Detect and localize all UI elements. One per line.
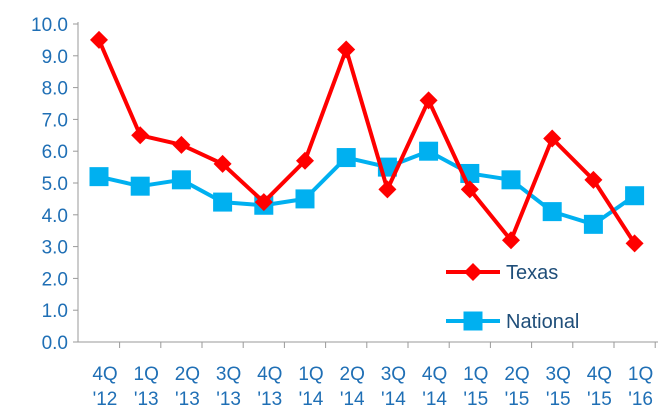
data-point-texas [254, 193, 273, 212]
y-axis-ticks: 0.0 1.0 2.0 3.0 4.0 5.0 6.0 7.0 8.0 9.0 10.0 [31, 15, 78, 354]
x-tick-quarter: 2Q [175, 364, 200, 385]
x-tick-year: '15 [463, 389, 488, 410]
data-point-texas [625, 234, 644, 253]
x-tick-quarter: 3Q [546, 364, 571, 385]
x-tick-quarter: 2Q [504, 364, 529, 385]
data-point-texas [90, 30, 108, 49]
y-tick-label: 8.0 [42, 79, 68, 100]
legend-item-texas: Texas [446, 262, 558, 284]
data-point-national [130, 176, 150, 196]
data-point-texas [460, 180, 479, 199]
data-point-texas [131, 126, 150, 145]
y-tick-label: 1.0 [42, 301, 68, 322]
x-tick-quarter: 2Q [340, 364, 365, 385]
x-tick-quarter: 1Q [298, 364, 323, 385]
legend-marker [463, 311, 483, 331]
y-tick-label: 5.0 [42, 174, 68, 195]
x-tick-year: '13 [134, 389, 159, 410]
x-tick-quarter: 4Q [92, 364, 117, 385]
x-tick-year: '16 [628, 389, 653, 410]
axes [77, 22, 658, 343]
x-tick-quarter: 1Q [134, 364, 159, 385]
x-tick-year: '15 [505, 389, 530, 410]
y-tick-label: 4.0 [42, 206, 68, 227]
x-tick-year: '14 [299, 389, 324, 410]
x-tick-quarter: 4Q [257, 364, 282, 385]
data-point-national [89, 167, 109, 187]
data-point-texas [172, 135, 191, 154]
data-point-texas [296, 151, 314, 170]
y-tick-label: 9.0 [42, 47, 68, 68]
x-tick-year: '13 [175, 389, 200, 410]
data-point-national [583, 214, 603, 234]
x-tick-year: '14 [381, 389, 406, 410]
x-axis-ticks: 4Q '12 1Q '13 2Q '13 3Q '13 4Q '13 1Q '14 2Q '14 3Q '14… [92, 342, 656, 410]
data-point-national [501, 170, 521, 190]
series-texas [90, 30, 644, 253]
x-tick-year: '14 [340, 389, 365, 410]
data-point-national [625, 186, 645, 206]
x-tick-year: '12 [93, 389, 118, 410]
data-point-texas [337, 40, 356, 59]
x-tick-quarter: 4Q [422, 364, 447, 385]
legend-label: National [506, 311, 579, 333]
y-tick-label: 6.0 [42, 142, 68, 163]
x-tick-year: '15 [546, 389, 571, 410]
series-national [89, 141, 645, 234]
series-line-texas [97, 39, 637, 245]
x-tick-quarter: 3Q [216, 364, 241, 385]
x-tick-year: '13 [257, 389, 282, 410]
legend-marker [464, 263, 482, 281]
x-tick-year: '13 [216, 389, 241, 410]
x-tick-quarter: 4Q [587, 364, 612, 385]
x-tick-year: '15 [587, 389, 612, 410]
legend-label: Texas [506, 262, 558, 284]
y-tick-label: 3.0 [42, 238, 68, 259]
y-tick-label: 2.0 [42, 269, 68, 290]
data-point-texas [502, 231, 520, 250]
series-layer [89, 30, 645, 253]
data-point-national [336, 148, 356, 168]
data-point-national [542, 202, 562, 222]
data-point-national [171, 170, 191, 190]
data-point-national [213, 192, 233, 212]
y-tick-label: 7.0 [42, 110, 68, 131]
x-tick-quarter: 3Q [381, 364, 406, 385]
data-point-texas [213, 154, 232, 173]
data-point-texas [584, 170, 603, 189]
data-point-texas [378, 180, 397, 199]
legend: Texas National [446, 262, 579, 333]
y-tick-label: 0.0 [42, 333, 68, 354]
x-tick-quarter: 1Q [463, 364, 488, 385]
data-point-texas [419, 91, 438, 110]
data-point-national [295, 189, 315, 209]
x-tick-year: '14 [422, 389, 447, 410]
legend-item-national: National [446, 311, 579, 333]
y-tick-label: 10.0 [31, 15, 68, 36]
data-point-national [419, 141, 439, 161]
x-tick-quarter: 1Q [628, 364, 653, 385]
data-point-texas [543, 129, 562, 148]
